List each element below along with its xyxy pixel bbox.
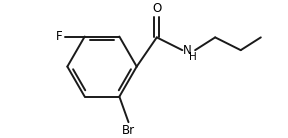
- Text: O: O: [152, 2, 161, 15]
- Text: H: H: [189, 52, 196, 62]
- Text: Br: Br: [122, 124, 135, 137]
- Text: F: F: [56, 30, 63, 43]
- Text: N: N: [183, 44, 192, 57]
